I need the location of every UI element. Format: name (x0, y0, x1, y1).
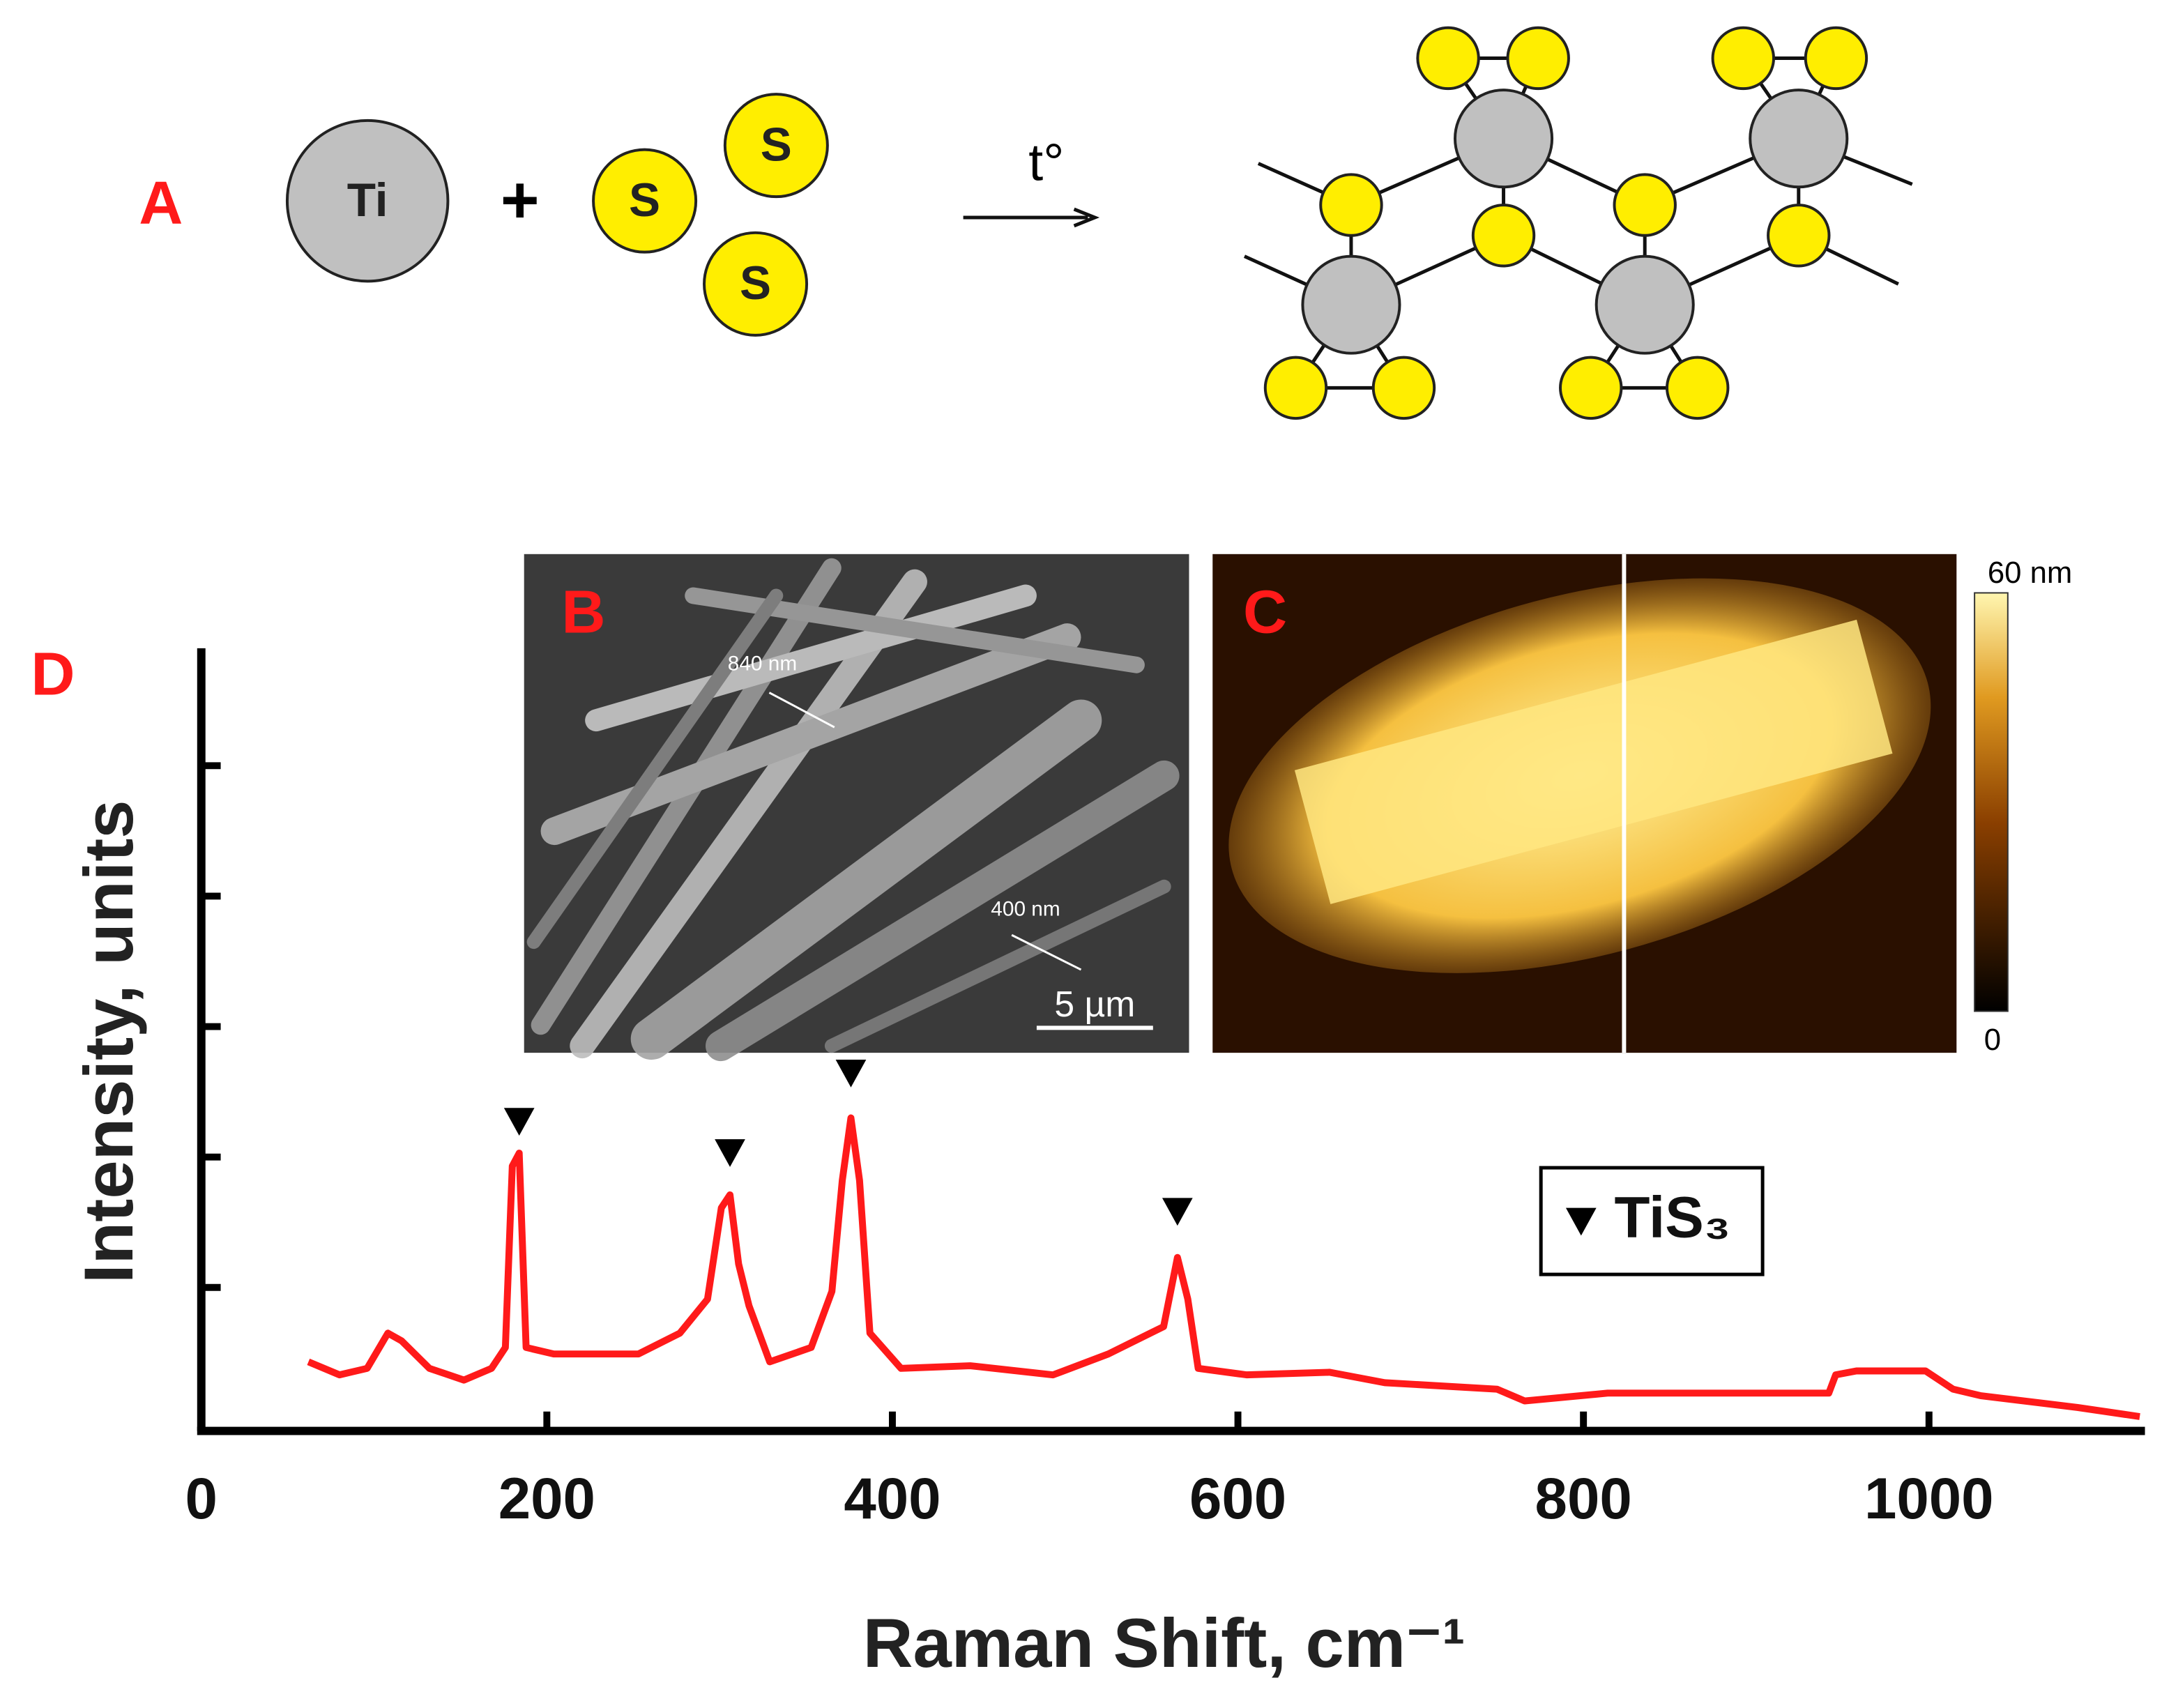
tis3-structure (1243, 26, 1913, 420)
scale-bar-label: 5 µm (1054, 984, 1135, 1024)
panel-label: C (1243, 577, 1287, 646)
condition: t° (1028, 132, 1064, 191)
peak-marker (1162, 1198, 1193, 1226)
atom-label: S (740, 257, 771, 310)
x-tick-label: 400 (844, 1465, 941, 1531)
s-atom (723, 93, 829, 199)
x-tick-label: 1000 (1864, 1465, 1994, 1531)
panel-label: A (139, 169, 183, 237)
afm-image: 60 nm 0 (1212, 554, 2072, 1057)
reaction-scheme: Ti + S S S t° (285, 93, 1100, 337)
x-axis-label: Raman Shift, cm⁻¹ (863, 1605, 1466, 1682)
legend-marker (1565, 1207, 1597, 1236)
y-axis-label: Intensity, units (70, 800, 148, 1283)
peak-marker (715, 1139, 745, 1167)
atom-label: S (629, 174, 660, 227)
panel-label: B (561, 577, 605, 646)
plus-sign: + (501, 163, 540, 237)
x-tick-label: 0 (185, 1465, 218, 1531)
atom-label: S (761, 119, 792, 171)
s-atom (592, 148, 698, 254)
x-tick-label: 600 (1189, 1465, 1286, 1531)
raman-chart: 0 200 400 600 800 1000 Raman Shift, cm⁻¹ Intens… (70, 648, 2145, 1682)
atom-label: Ti (347, 174, 388, 227)
raman-line (307, 1114, 2140, 1420)
legend-label: TiS₃ (1615, 1184, 1731, 1250)
panel-label: D (31, 640, 75, 708)
ti-atom (285, 119, 450, 283)
colorbar-label: 60 nm (1988, 556, 2072, 590)
sem-image: 840 nm 400 nm 5 µm (524, 554, 1189, 1062)
x-tick-label: 200 (498, 1465, 595, 1531)
s-atom (703, 231, 809, 337)
arrow-head (1073, 207, 1100, 228)
peak-marker (835, 1060, 867, 1088)
sem-annotation: 840 nm (728, 653, 797, 676)
colorbar-label: 0 (1984, 1023, 2001, 1057)
sem-annotation: 400 nm (991, 897, 1060, 920)
peak-marker (503, 1108, 535, 1136)
x-tick-label: 800 (1535, 1465, 1632, 1531)
